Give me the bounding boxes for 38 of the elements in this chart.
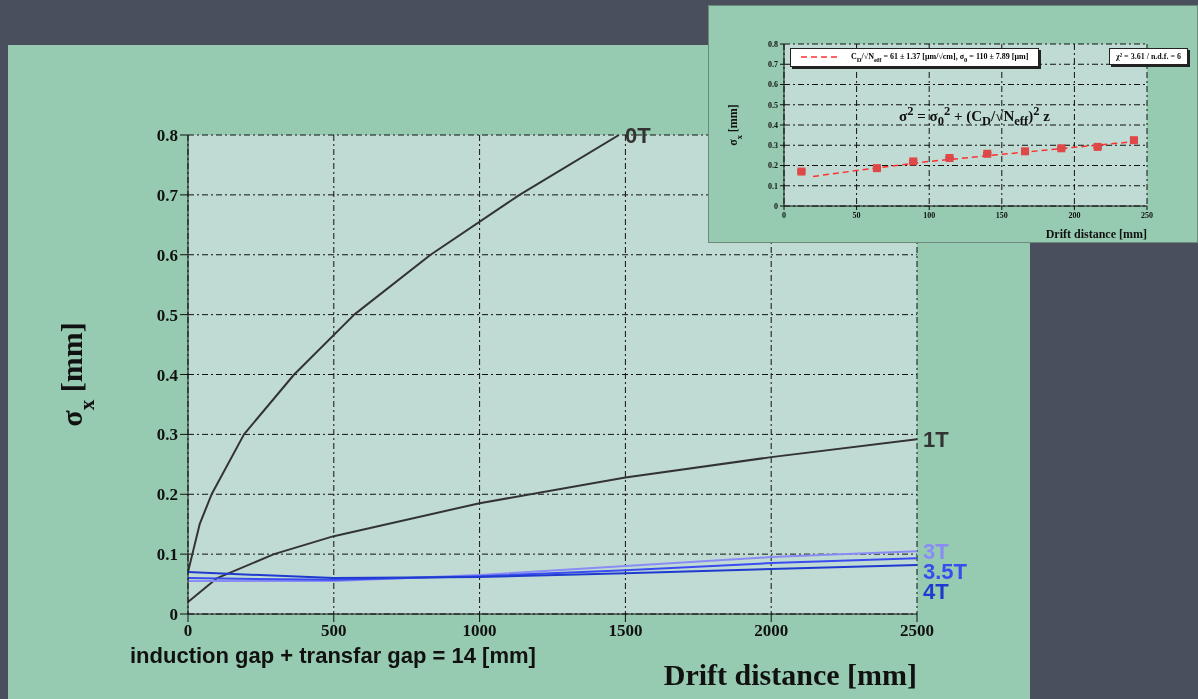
y-tick-label: 0 — [169, 605, 178, 625]
y-tick-label: 0.8 — [768, 39, 778, 49]
x-tick-label: 500 — [321, 621, 347, 641]
y-tick-label: 0.7 — [768, 60, 778, 70]
x-tick-label: 2000 — [754, 621, 789, 641]
x-tick-label: 50 — [852, 210, 861, 220]
annotation: χ² = 3.61 / n.d.f. = 6 — [1116, 52, 1181, 61]
x-axis-title: Drift distance [mm] — [1045, 227, 1147, 241]
y-tick-label: 0.3 — [768, 141, 778, 151]
y-tick-label: 0.2 — [768, 161, 778, 171]
x-tick-label: 1500 — [608, 621, 643, 641]
y-tick-label: 0.5 — [156, 305, 178, 325]
text: induction gap + transfar gap = 14 [mm] — [130, 643, 536, 668]
legend-label: C$_{D}$/√N$_{eff}$ = 61 ± 1.37 [μm/√cm], σ$_{0}$ = 110 ± 7.89 [μm] — [851, 52, 1029, 63]
x-tick-label: 200 — [1068, 210, 1081, 220]
text: σ$^{2}$ = σ$_{0}$$^{2}$ + (C$_{D}$/√N$_{eff}$)$^{2}$ z — [899, 104, 1050, 128]
series-label: 1T — [923, 426, 950, 452]
y-tick-label: 0 — [774, 201, 778, 211]
x-tick-label: 100 — [923, 210, 936, 220]
x-tick-label: 0 — [183, 621, 193, 641]
x-tick-label: 150 — [995, 210, 1008, 220]
y-tick-label: 0.7 — [156, 185, 179, 205]
x-tick-label: 0 — [782, 210, 786, 220]
y-tick-label: 0.2 — [156, 485, 178, 505]
y-tick-label: 0.5 — [768, 100, 778, 110]
y-tick-label: 0.6 — [768, 80, 778, 90]
y-tick-label: 0.1 — [768, 181, 778, 191]
y-tick-label: 0.8 — [156, 126, 178, 146]
y-tick-label: 0.3 — [156, 425, 178, 445]
series-label: 0T — [624, 122, 652, 148]
y-tick-label: 0.6 — [156, 245, 178, 265]
x-tick-label: 250 — [1141, 210, 1153, 220]
y-tick-label: 0.4 — [156, 365, 179, 385]
y-tick-label: 0.1 — [156, 545, 178, 565]
x-tick-label: 2500 — [900, 621, 934, 641]
y-tick-label: 0.4 — [768, 120, 778, 130]
x-axis-title: Drift distance [mm] — [663, 658, 917, 691]
x-tick-label: 1000 — [462, 621, 497, 641]
